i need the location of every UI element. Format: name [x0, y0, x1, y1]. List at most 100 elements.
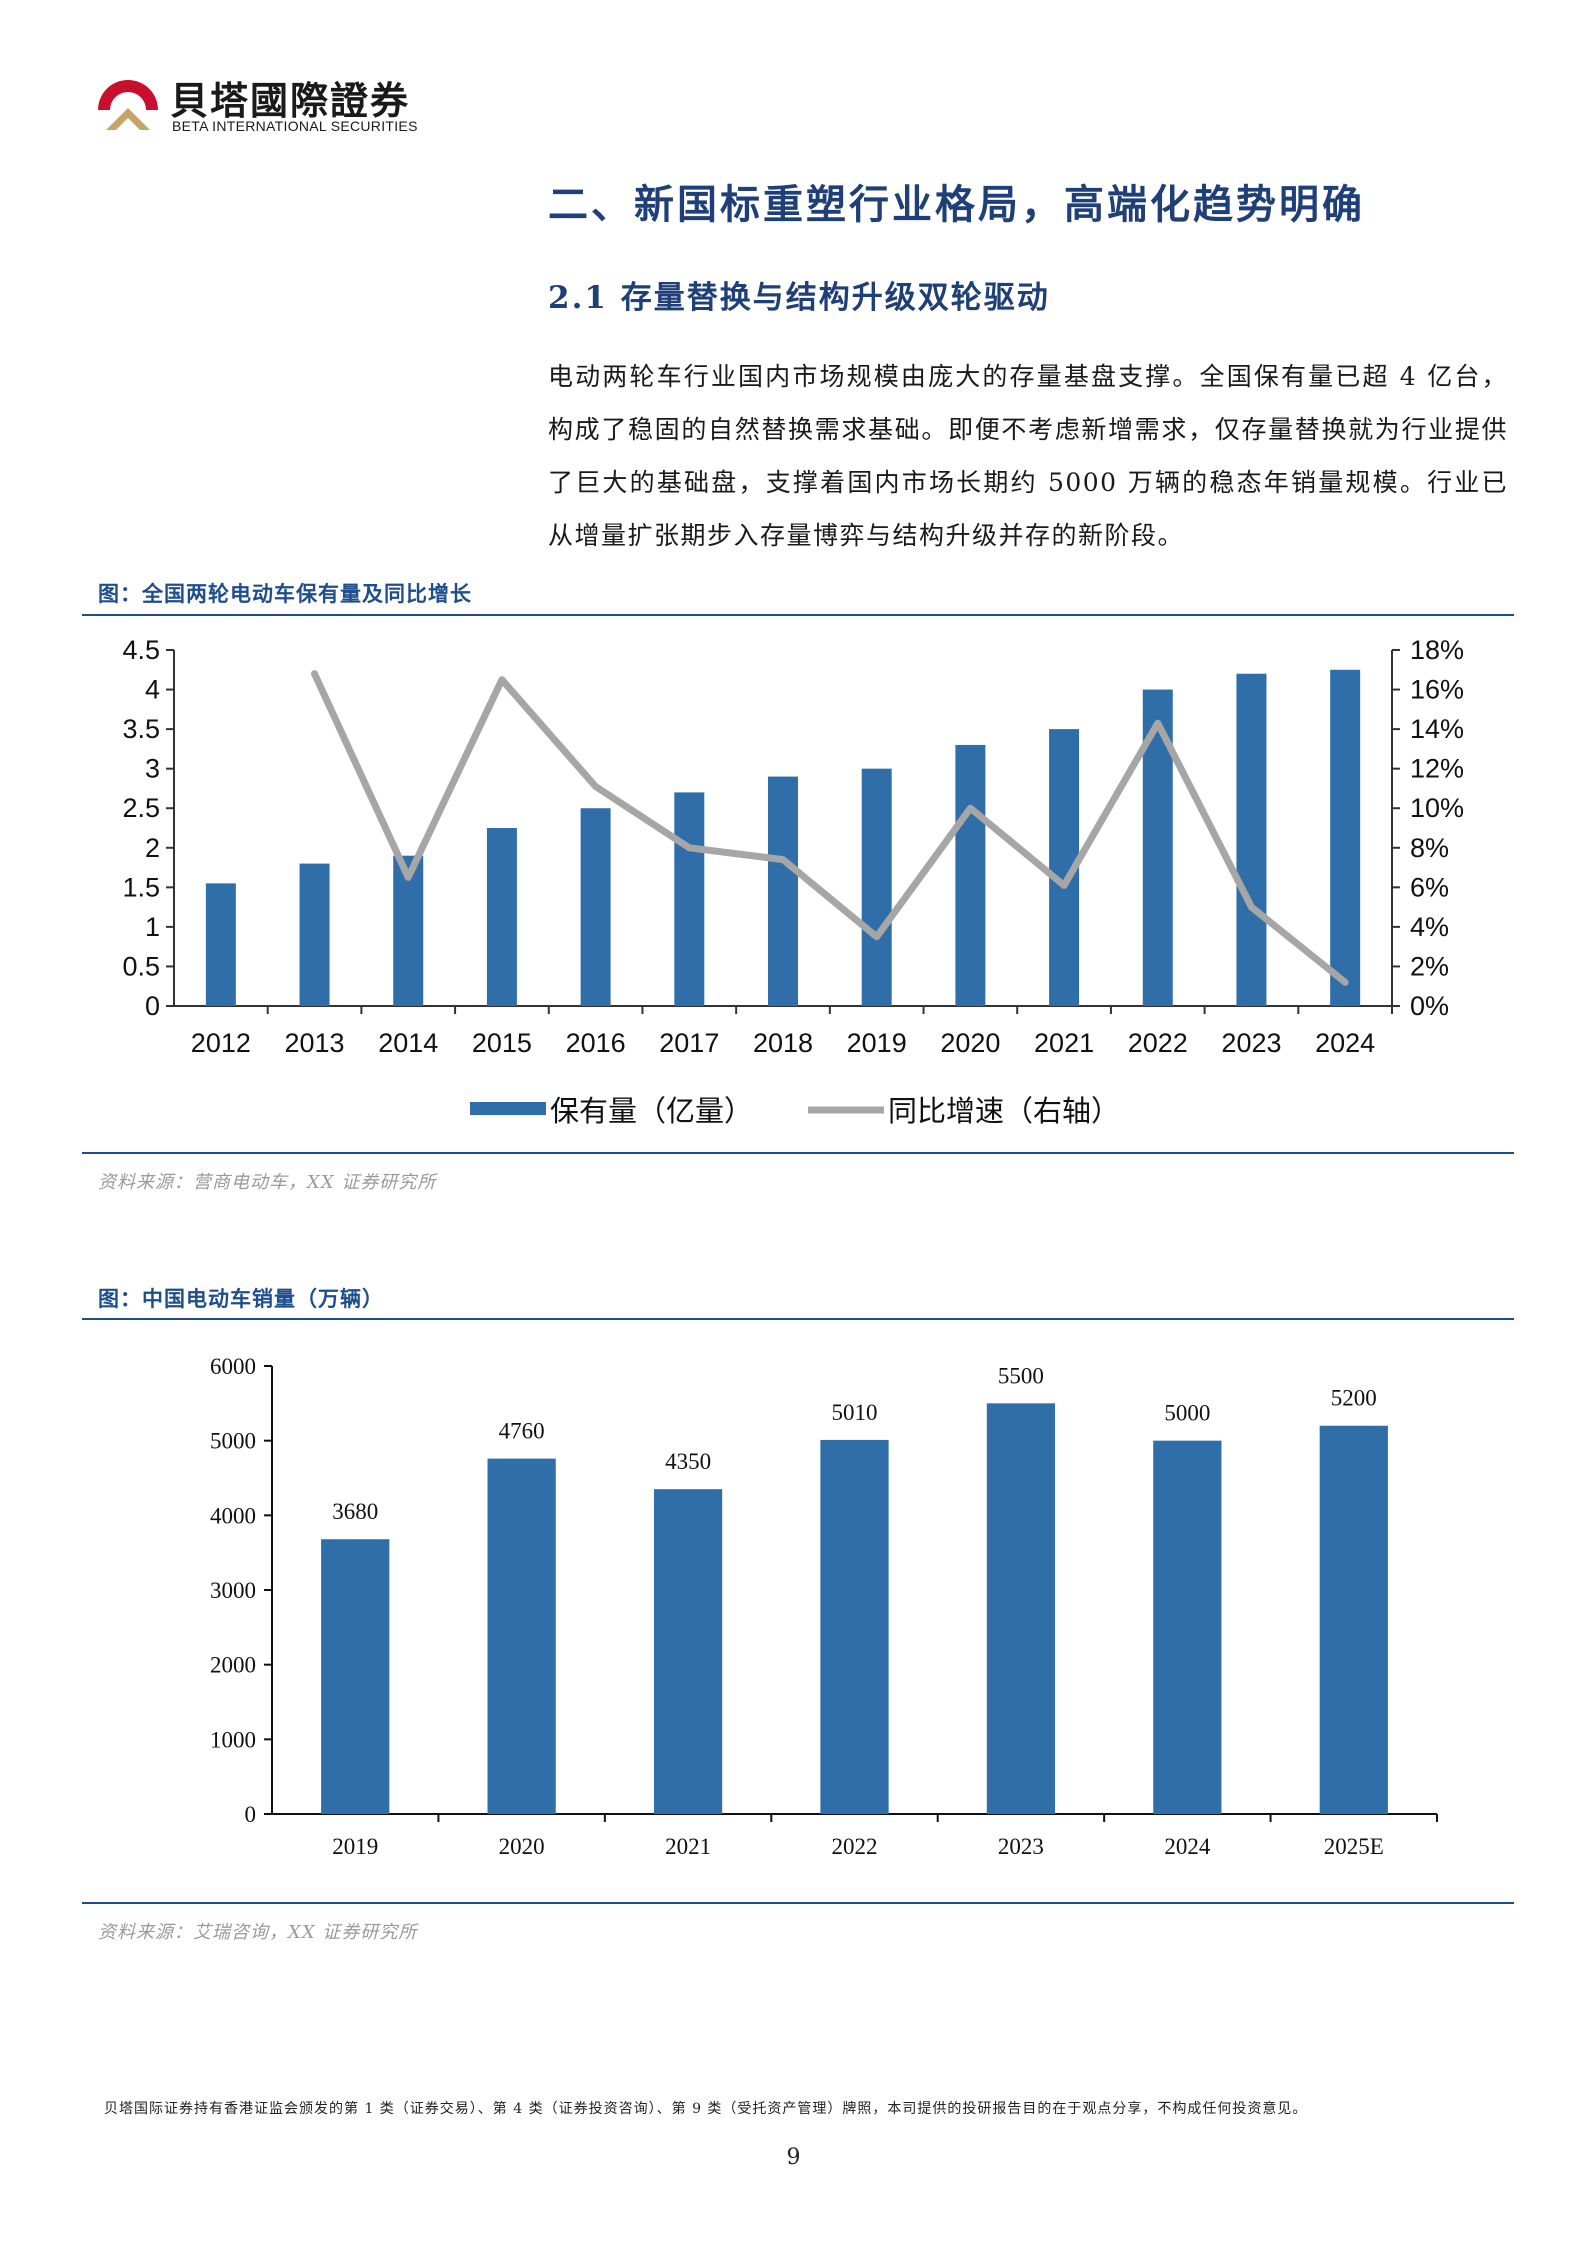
- bar-sales-2021: [653, 1489, 723, 1814]
- bar-ownership-2015: [486, 828, 517, 1006]
- data-label-2019: 3680: [332, 1499, 378, 1524]
- left-axis-tick-label: 4: [145, 675, 160, 705]
- x-axis-tick-label: 2016: [566, 1028, 626, 1058]
- figure-2-top-rule: [82, 1318, 1514, 1320]
- point-yoy-2018: [781, 857, 785, 862]
- point-yoy-2013: [312, 671, 317, 676]
- point-yoy-2024: [1343, 980, 1348, 985]
- y-axis-tick-label: 5000: [210, 1429, 256, 1454]
- y-axis-tick-label: 0: [245, 1802, 257, 1827]
- x-axis-tick-label: 2014: [378, 1028, 438, 1058]
- left-axis-tick-label: 1.5: [122, 872, 160, 902]
- line-yoy-growth: [311, 670, 1349, 986]
- bar-ownership-2020: [955, 744, 986, 1006]
- bar-sales-2020: [487, 1458, 556, 1814]
- x-axis-tick-label: 2024: [1164, 1834, 1211, 1859]
- y-axis-tick-label: 1000: [210, 1727, 256, 1752]
- sales-volume-chart: 0 1000 2000 3000 4000 5000 6000 3680 2019 4760 202…: [210, 1354, 1438, 1859]
- bar-sales-2022: [820, 1439, 889, 1814]
- x-axis-tick-label: 2024: [1315, 1028, 1375, 1058]
- y-axis-tick-label: 2000: [210, 1653, 256, 1678]
- logo-chinese-name: 貝塔國際證券: [170, 79, 411, 123]
- ownership-growth-chart: 0 0.5 1 1.5 2 2.5 3 3.5 4 4.5 0% 2% 4% 6% 8% 10% 12% 14% 1…: [122, 635, 1464, 1128]
- x-axis-tick-label: 2021: [1034, 1028, 1094, 1058]
- point-yoy-2017: [687, 845, 692, 850]
- logo-english-name: BETA INTERNATIONAL SECURITIES: [172, 118, 418, 134]
- legend-label-line: 同比增速（右轴）: [888, 1094, 1120, 1128]
- bar-sales-2019: [321, 1539, 390, 1814]
- left-axis-tick-label: 0: [145, 991, 160, 1021]
- y-axis-tick-label: 3000: [210, 1578, 256, 1603]
- right-axis-tick-label: 10%: [1410, 793, 1464, 823]
- left-axis-tick-label: 3: [145, 754, 160, 784]
- point-yoy-2023: [1249, 905, 1254, 910]
- x-axis-tick-label: 2012: [191, 1028, 251, 1058]
- right-axis-tick-label: 8%: [1410, 833, 1449, 863]
- right-axis-tick-label: 6%: [1410, 872, 1449, 902]
- subsection-title: 2.1 存量替换与结构升级双轮驱动: [548, 280, 1050, 316]
- x-axis-tick-label: 2020: [940, 1028, 1000, 1058]
- figure-1-top-rule: [82, 614, 1514, 616]
- data-label-2022: 5010: [832, 1400, 878, 1425]
- left-axis-tick-label: 0.5: [122, 951, 160, 981]
- legend-swatch-bar: [470, 1102, 546, 1115]
- x-axis-tick-label: 2021: [665, 1834, 711, 1859]
- data-label-2020: 4760: [499, 1419, 545, 1444]
- left-axis-tick-label: 2.5: [122, 793, 160, 823]
- right-axis-tick-label: 14%: [1410, 714, 1464, 744]
- footer-disclaimer: 贝塔国际证券持有香港证监会颁发的第 1 类（证券交易）、第 4 类（证券投资咨询…: [104, 2101, 1308, 2117]
- bar-ownership-2013: [299, 863, 330, 1006]
- logo-mark-icon: [98, 80, 158, 130]
- x-axis-tick-label: 2020: [499, 1834, 545, 1859]
- right-axis-tick-label: 4%: [1410, 912, 1449, 942]
- right-axis-tick-label: 18%: [1410, 635, 1464, 665]
- point-yoy-2016: [593, 784, 598, 789]
- figure-1-bottom-rule: [82, 1152, 1514, 1154]
- x-axis-tick-label: 2017: [659, 1028, 719, 1058]
- left-axis-tick-label: 1: [145, 912, 160, 942]
- x-axis-tick-label: 2018: [753, 1028, 813, 1058]
- point-yoy-2022: [1155, 721, 1160, 726]
- figure-1-title: 图：全国两轮电动车保有量及同比增长: [98, 582, 472, 606]
- x-axis-tick-label: 2019: [847, 1028, 907, 1058]
- x-axis-tick-label: 2019: [332, 1834, 378, 1859]
- data-label-2025E: 5200: [1331, 1386, 1377, 1411]
- point-yoy-2015: [499, 677, 504, 682]
- y-axis-tick-label: 4000: [210, 1503, 256, 1528]
- bar-ownership-2023: [1236, 673, 1267, 1006]
- page-number: 9: [786, 2145, 801, 2170]
- x-axis-tick-label: 2023: [998, 1834, 1044, 1859]
- bar-ownership-2019: [861, 768, 892, 1006]
- x-axis-tick-label: 2025E: [1324, 1834, 1384, 1859]
- point-yoy-2014: [406, 875, 411, 880]
- data-label-2023: 5500: [998, 1363, 1044, 1388]
- bar-ownership-2012: [205, 883, 236, 1006]
- company-logo: 貝塔國際證券 BETA INTERNATIONAL SECURITIES: [92, 68, 422, 138]
- left-axis-tick-label: 4.5: [122, 635, 160, 665]
- figure-2-title: 图：中国电动车销量（万辆）: [98, 1287, 384, 1311]
- x-axis-tick-label: 2022: [1128, 1028, 1188, 1058]
- y-axis-tick-label: 6000: [210, 1354, 256, 1379]
- bar-sales-2025E: [1319, 1425, 1388, 1814]
- left-axis-tick-label: 2: [145, 833, 160, 863]
- x-axis-tick-label: 2013: [284, 1028, 344, 1058]
- point-yoy-2019: [874, 934, 879, 939]
- point-yoy-2021: [1062, 883, 1067, 888]
- body-paragraph: 电动两轮车行业国内市场规模由庞大的存量基盘支撑。全国保有量已超 4 亿台，构成了…: [548, 362, 1508, 550]
- x-axis-tick-label: 2022: [832, 1834, 878, 1859]
- bar-ownership-2018: [768, 776, 798, 1006]
- figure-2-source: 资料来源：艾瑞咨询，XX 证券研究所: [98, 1922, 418, 1943]
- figure-1-source: 资料来源：营商电动车，XX 证券研究所: [98, 1172, 437, 1193]
- bar-sales-2023: [986, 1403, 1056, 1814]
- figure-2-bottom-rule: [82, 1902, 1514, 1904]
- bar-sales-2024: [1153, 1440, 1222, 1814]
- left-axis-tick-label: 3.5: [122, 714, 160, 744]
- x-axis-tick-label: 2015: [472, 1028, 532, 1058]
- bar-ownership-2024: [1330, 669, 1361, 1006]
- data-label-2021: 4350: [665, 1449, 711, 1474]
- point-yoy-2020: [968, 806, 973, 811]
- legend-label-bar: 保有量（亿量）: [550, 1094, 753, 1128]
- data-label-2024: 5000: [1164, 1401, 1210, 1426]
- right-axis-tick-label: 2%: [1410, 951, 1449, 981]
- right-axis-tick-label: 16%: [1410, 675, 1464, 705]
